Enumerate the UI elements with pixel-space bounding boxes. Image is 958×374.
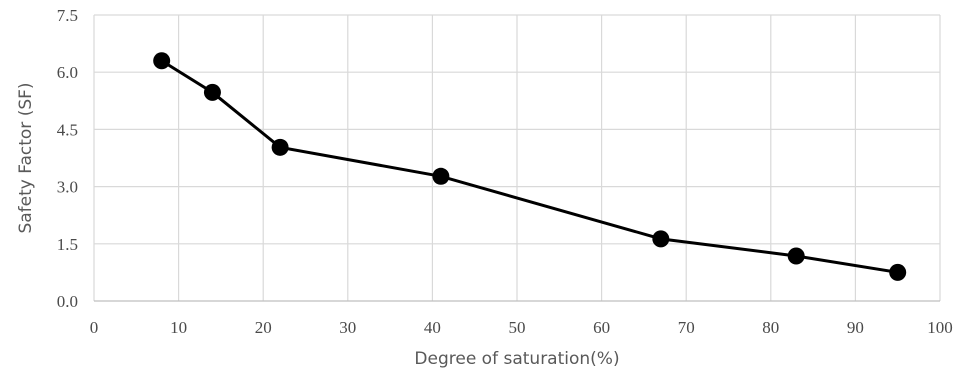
data-point <box>203 83 221 101</box>
x-tick-label: 20 <box>255 318 272 337</box>
data-point <box>271 138 289 156</box>
x-axis-title: Degree of saturation(%) <box>414 349 619 369</box>
x-tick-label: 90 <box>847 318 864 337</box>
x-tick-label: 0 <box>90 318 99 337</box>
data-point <box>432 167 450 185</box>
x-tick-label: 100 <box>927 318 953 337</box>
y-tick-label: 0.0 <box>57 292 78 311</box>
y-tick-label: 7.5 <box>57 6 78 25</box>
data-point <box>652 230 670 248</box>
x-tick-label: 10 <box>170 318 187 337</box>
data-point <box>153 52 171 70</box>
x-tick-label: 40 <box>424 318 441 337</box>
data-point <box>787 247 805 265</box>
y-tick-label: 1.5 <box>57 235 78 254</box>
series-line <box>160 59 898 274</box>
x-tick-label: 30 <box>339 318 356 337</box>
x-tick-label: 70 <box>678 318 695 337</box>
data-point <box>889 263 907 281</box>
series-layer <box>153 52 907 281</box>
x-tick-label: 80 <box>762 318 779 337</box>
y-tick-label: 6.0 <box>57 63 78 82</box>
tick-labels: 0.0 1.5 3.0 4.5 6.0 7.5 0 10 20 30 40 50 60 70 80 90 100 <box>57 6 953 337</box>
y-tick-label: 4.5 <box>57 120 78 139</box>
x-tick-label: 60 <box>593 318 610 337</box>
y-tick-label: 3.0 <box>57 178 78 197</box>
x-tick-label: 50 <box>509 318 526 337</box>
y-axis-title: Safety Factor (SF) <box>16 82 36 233</box>
